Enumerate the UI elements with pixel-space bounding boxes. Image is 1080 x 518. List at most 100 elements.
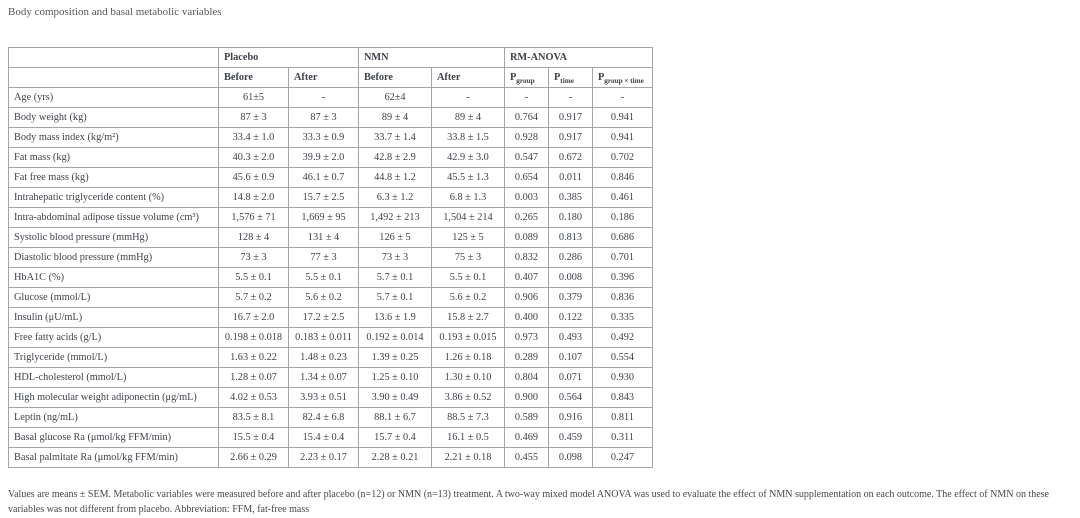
table-row: High molecular weight adiponectin (μg/mL…: [8, 387, 653, 408]
value-cell: 2.66 ± 0.29: [218, 447, 289, 468]
column-header: [8, 67, 219, 88]
table-row: Body mass index (kg/m²) 33.4 ± 1.0 33.3 ± …: [8, 127, 653, 148]
value-cell: 5.5 ± 0.1: [288, 267, 359, 288]
table-row: Glucose (mmol/L) 5.7 ± 0.2 5.6 ± 0.2 5.7 ± …: [8, 287, 653, 308]
value-cell: 0.180: [548, 207, 593, 228]
value-cell: 15.7 ± 0.4: [358, 427, 432, 448]
value-cell: 89 ± 4: [431, 107, 505, 128]
value-cell: 15.8 ± 2.7: [431, 307, 505, 328]
metabolic-variables-table: Placebo NMN RM-ANOVA Before After Before After…: [8, 47, 653, 468]
value-cell: 0.459: [548, 427, 593, 448]
value-cell: 3.93 ± 0.51: [288, 387, 359, 408]
value-cell: -: [548, 87, 593, 108]
table-row: Systolic blood pressure (mmHg) 128 ± 4 131…: [8, 227, 653, 248]
row-label: Intra-abdominal adipose tissue volume (c…: [8, 207, 219, 228]
row-label: Body mass index (kg/m²): [8, 127, 219, 148]
value-cell: 0.286: [548, 247, 593, 268]
table-row: Body weight (kg) 87 ± 3 87 ± 3 89 ± 4 89 ± 4…: [8, 107, 653, 128]
value-cell: 0.247: [592, 447, 653, 468]
value-cell: 73 ± 3: [358, 247, 432, 268]
value-cell: 2.28 ± 0.21: [358, 447, 432, 468]
value-cell: 0.589: [504, 407, 549, 428]
value-cell: 0.832: [504, 247, 549, 268]
table-row: Basal glucose Ra (μmol/kg FFM/min) 15.5 ±…: [8, 427, 653, 448]
value-cell: -: [431, 87, 505, 108]
table-row: Fat mass (kg) 40.3 ± 2.0 39.9 ± 2.0 42.8 ± …: [8, 147, 653, 168]
table-row: Triglyceride (mmol/L) 1.63 ± 0.22 1.48 ± 0…: [8, 347, 653, 368]
row-label: Body weight (kg): [8, 107, 219, 128]
column-header: After: [288, 67, 359, 88]
value-cell: 39.9 ± 2.0: [288, 147, 359, 168]
value-cell: 0.311: [592, 427, 653, 448]
value-cell: 0.407: [504, 267, 549, 288]
value-cell: 0.941: [592, 107, 653, 128]
value-cell: 3.90 ± 0.49: [358, 387, 432, 408]
sub-header-row: Before After Before After Pgroup Ptime Pgroup …: [8, 67, 653, 88]
value-cell: 0.071: [548, 367, 593, 388]
value-cell: 61±5: [218, 87, 289, 108]
value-cell: 46.1 ± 0.7: [288, 167, 359, 188]
value-cell: 0.906: [504, 287, 549, 308]
column-group-header: NMN: [358, 47, 505, 68]
value-cell: 89 ± 4: [358, 107, 432, 128]
value-cell: 0.335: [592, 307, 653, 328]
value-cell: 0.183 ± 0.011: [288, 327, 359, 348]
table-row: Fat free mass (kg) 45.6 ± 0.9 46.1 ± 0.7 44…: [8, 167, 653, 188]
value-cell: 77 ± 3: [288, 247, 359, 268]
value-cell: 40.3 ± 2.0: [218, 147, 289, 168]
table-row: Insulin (μU/mL) 16.7 ± 2.0 17.2 ± 2.5 13.6 …: [8, 307, 653, 328]
value-cell: 87 ± 3: [218, 107, 289, 128]
value-cell: 1.63 ± 0.22: [218, 347, 289, 368]
row-label: HDL-cholesterol (mmol/L): [8, 367, 219, 388]
column-group-header: Placebo: [218, 47, 359, 68]
row-label: Basal palmitate Ra (μmol/kg FFM/min): [8, 447, 219, 468]
column-header: Ptime: [548, 67, 593, 88]
column-group-header: [8, 47, 219, 68]
row-label: Leptin (ng/mL): [8, 407, 219, 428]
value-cell: 0.186: [592, 207, 653, 228]
value-cell: 0.198 ± 0.018: [218, 327, 289, 348]
value-cell: 16.7 ± 2.0: [218, 307, 289, 328]
value-cell: 5.6 ± 0.2: [431, 287, 505, 308]
value-cell: 0.011: [548, 167, 593, 188]
value-cell: 0.928: [504, 127, 549, 148]
value-cell: 0.686: [592, 227, 653, 248]
value-cell: 2.23 ± 0.17: [288, 447, 359, 468]
value-cell: 0.764: [504, 107, 549, 128]
value-cell: 16.1 ± 0.5: [431, 427, 505, 448]
value-cell: 0.469: [504, 427, 549, 448]
value-cell: 1.30 ± 0.10: [431, 367, 505, 388]
value-cell: 1.48 ± 0.23: [288, 347, 359, 368]
value-cell: 13.6 ± 1.9: [358, 307, 432, 328]
table-row: Basal palmitate Ra (μmol/kg FFM/min) 2.66…: [8, 447, 653, 468]
table-row: HbA1C (%) 5.5 ± 0.1 5.5 ± 0.1 5.7 ± 0.1 5.5 …: [8, 267, 653, 288]
value-cell: 1.28 ± 0.07: [218, 367, 289, 388]
value-cell: 128 ± 4: [218, 227, 289, 248]
value-cell: 126 ± 5: [358, 227, 432, 248]
value-cell: 0.089: [504, 227, 549, 248]
value-cell: 15.4 ± 0.4: [288, 427, 359, 448]
value-cell: 0.846: [592, 167, 653, 188]
value-cell: 33.3 ± 0.9: [288, 127, 359, 148]
value-cell: 0.701: [592, 247, 653, 268]
table-row: Age (yrs) 61±5-62±4- - - -: [8, 87, 653, 108]
value-cell: -: [288, 87, 359, 108]
value-cell: 0.396: [592, 267, 653, 288]
value-cell: 1.34 ± 0.07: [288, 367, 359, 388]
value-cell: 0.098: [548, 447, 593, 468]
value-cell: 44.8 ± 1.2: [358, 167, 432, 188]
value-cell: 1.25 ± 0.10: [358, 367, 432, 388]
row-label: Fat free mass (kg): [8, 167, 219, 188]
value-cell: 0.917: [548, 127, 593, 148]
value-cell: 0.836: [592, 287, 653, 308]
column-header: Before: [358, 67, 432, 88]
value-cell: 125 ± 5: [431, 227, 505, 248]
row-label: Basal glucose Ra (μmol/kg FFM/min): [8, 427, 219, 448]
row-label: Diastolic blood pressure (mmHg): [8, 247, 219, 268]
value-cell: -: [504, 87, 549, 108]
value-cell: 73 ± 3: [218, 247, 289, 268]
value-cell: 5.7 ± 0.1: [358, 267, 432, 288]
value-cell: 42.8 ± 2.9: [358, 147, 432, 168]
value-cell: 0.554: [592, 347, 653, 368]
value-cell: 0.930: [592, 367, 653, 388]
